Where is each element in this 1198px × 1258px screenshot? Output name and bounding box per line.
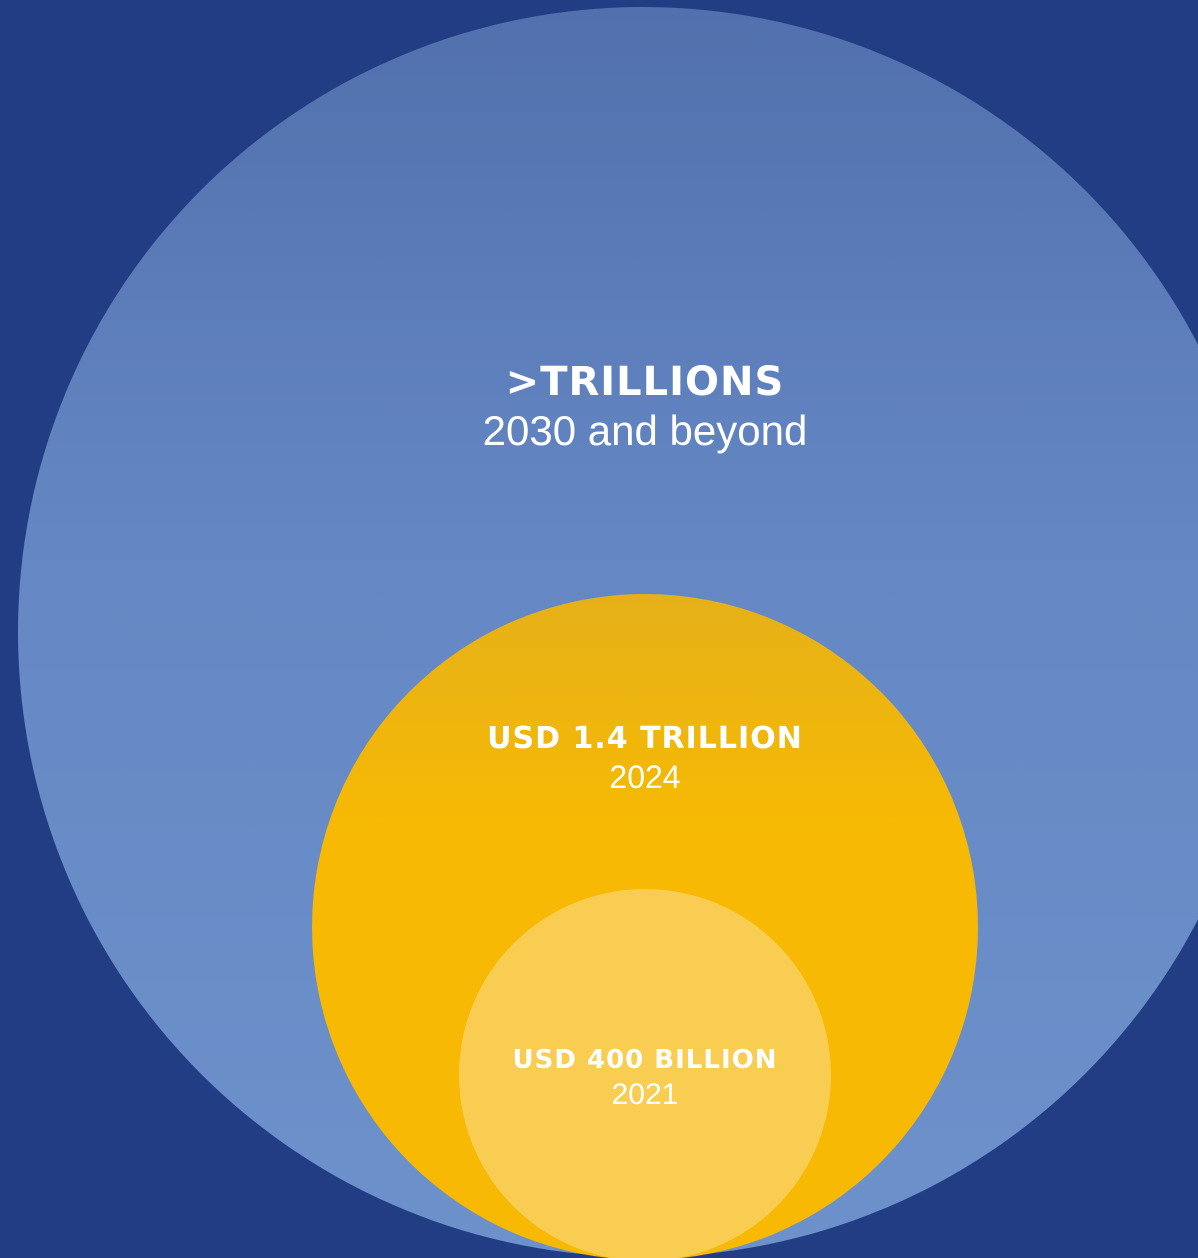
year-label: 2030 and beyond bbox=[482, 407, 808, 454]
value-label: USD 1.4 trillion bbox=[487, 721, 803, 756]
circle-2021 bbox=[459, 889, 831, 1258]
label-2030-and-beyond: >Trillions 2030 and beyond bbox=[0, 358, 1198, 456]
value-label: USD 400 billion bbox=[512, 1045, 778, 1075]
year-label: 2021 bbox=[611, 1078, 679, 1111]
value-label: >Trillions bbox=[505, 359, 785, 405]
year-label: 2024 bbox=[609, 759, 681, 795]
label-2024: USD 1.4 trillion 2024 bbox=[0, 720, 1198, 796]
label-2021: USD 400 billion 2021 bbox=[0, 1043, 1198, 1113]
